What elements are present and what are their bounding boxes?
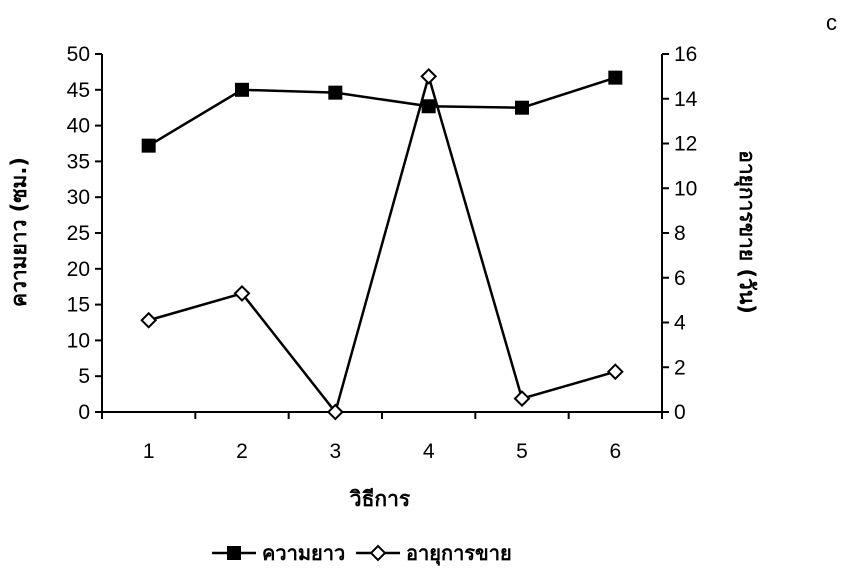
data-point-length: [515, 100, 529, 115]
right-y-tick-label: 14: [674, 88, 698, 111]
left-y-tick-label: 35: [67, 150, 90, 173]
x-tick-label: 6: [609, 440, 621, 463]
right-y-tick-label: 2: [674, 356, 686, 379]
data-point-shelf-life: [513, 390, 531, 407]
legend-label-shelf-life: อายุการขาย: [406, 541, 512, 566]
legend-marker-length: [227, 546, 241, 560]
left-y-tick-label: 40: [67, 115, 90, 138]
left-y-tick-label: 15: [67, 294, 90, 317]
right-y-tick-label: 4: [674, 312, 686, 335]
data-point-shelf-life: [606, 363, 624, 381]
data-point-length: [328, 85, 343, 100]
right-y-tick-label: 0: [674, 401, 686, 424]
data-point-shelf-life: [140, 311, 158, 329]
data-point-length: [608, 70, 623, 85]
panel-label: c: [826, 10, 837, 35]
legend-marker-shelf-life: [369, 544, 387, 562]
legend-label-length: ความยาว: [262, 541, 345, 565]
series-line-length: [148, 76, 616, 147]
right-y-axis-title: อายุการขาย (วัน): [733, 150, 759, 314]
x-tick-label: 3: [329, 440, 341, 463]
right-y-tick-label: 16: [674, 43, 697, 66]
right-y-tick-label: 12: [674, 133, 697, 156]
data-point-shelf-life: [326, 403, 344, 421]
left-y-tick-label: 50: [67, 43, 90, 66]
left-y-tick-label: 10: [67, 329, 90, 352]
left-y-tick-label: 45: [67, 79, 90, 102]
series-layer: [140, 67, 624, 421]
x-axis-title: วิธีการ: [349, 487, 411, 511]
x-tick-label: 1: [143, 440, 155, 463]
data-point-length: [421, 99, 436, 114]
left-y-tick-label: 25: [67, 222, 90, 245]
left-y-tick-label: 20: [67, 258, 90, 281]
series-line-shelf-life: [148, 71, 616, 415]
data-point-length: [141, 138, 156, 153]
left-y-tick-label: 5: [78, 365, 90, 388]
x-tick-label: 5: [516, 440, 528, 463]
left-y-tick-label: 0: [78, 401, 90, 424]
data-point-shelf-life: [420, 67, 438, 85]
data-point-shelf-life: [233, 284, 251, 302]
x-tick-label: 4: [423, 440, 435, 463]
x-tick-label: 2: [236, 440, 248, 463]
right-y-tick-label: 10: [674, 177, 697, 200]
right-y-tick-label: 8: [674, 222, 686, 245]
left-y-tick-label: 30: [67, 186, 90, 209]
left-y-axis-title: ความยาว (ซม.): [7, 157, 31, 307]
data-point-length: [235, 82, 249, 97]
right-y-tick-label: 6: [674, 267, 686, 290]
legend: ความยาว อายุการขาย: [212, 541, 512, 566]
